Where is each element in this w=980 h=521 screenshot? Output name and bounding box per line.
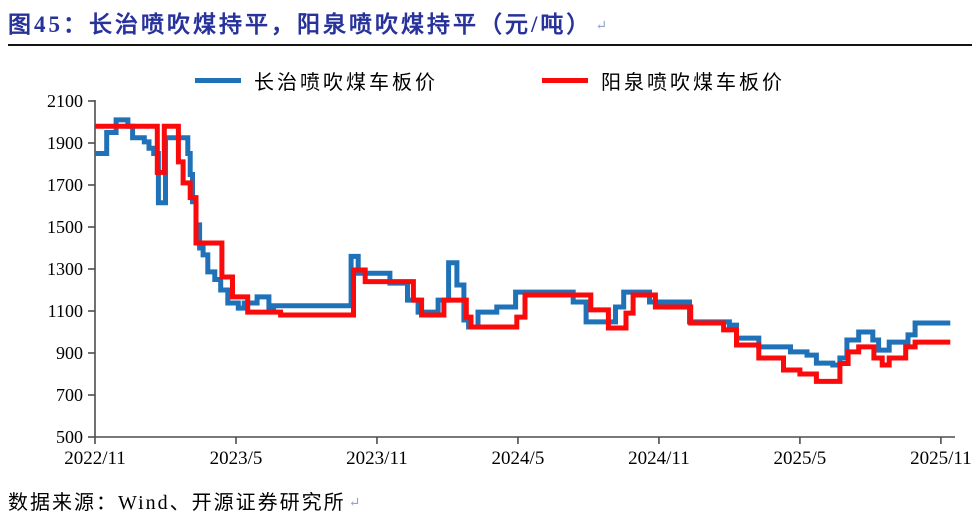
figure-title: 图45：长治喷吹煤持平，阳泉喷吹煤持平（元/吨） (8, 12, 593, 37)
legend-item-yangquan: 阳泉喷吹煤车板价 (542, 66, 785, 95)
changzhi-line-swatch-icon (195, 78, 241, 83)
data-source-note: 数据来源：Wind、开源证券研究所 (8, 492, 346, 514)
y-tick-label: 700 (56, 385, 83, 405)
y-tick-label: 1300 (47, 259, 83, 279)
legend-label-changzhi: 长治喷吹煤车板价 (254, 72, 438, 94)
series-line-yangquan (95, 123, 951, 384)
figure-title-row: 图45：长治喷吹煤持平，阳泉喷吹煤持平（元/吨） ↵ (8, 5, 607, 39)
yangquan-line-swatch-icon (542, 78, 588, 83)
y-tick-label: 1100 (48, 301, 83, 321)
x-tick-label: 2023/11 (346, 448, 408, 469)
x-tick-label: 2025/5 (774, 448, 827, 469)
data-source-note-row: 数据来源：Wind、开源证券研究所 ↵ (8, 486, 360, 515)
price-line-chart: 500 700 900 1100 1300 1500 1700 1900 2100 2022/11… (47, 91, 972, 469)
y-tick-label: 1700 (47, 175, 83, 195)
chart-legend: 长治喷吹煤车板价 阳泉喷吹煤车板价 (0, 66, 980, 95)
y-tick-label: 1900 (47, 133, 83, 153)
return-mark-icon: ↵ (595, 19, 608, 34)
y-tick-label: 900 (56, 343, 83, 363)
y-tick-label: 1500 (47, 217, 83, 237)
return-mark-icon: ↵ (348, 496, 361, 511)
y-tick-label: 2100 (47, 91, 83, 111)
x-tick-label: 2024/5 (492, 448, 545, 469)
series-line-changzhi (95, 117, 951, 368)
legend-item-changzhi: 长治喷吹煤车板价 (195, 66, 438, 95)
y-tick-label: 500 (56, 427, 83, 447)
title-divider (8, 44, 972, 46)
x-tick-label: 2024/11 (628, 448, 690, 469)
x-tick-label: 2022/11 (64, 448, 126, 469)
legend-label-yangquan: 阳泉喷吹煤车板价 (601, 72, 785, 94)
x-tick-label: 2025/11 (910, 448, 972, 469)
x-tick-label: 2023/5 (210, 448, 263, 469)
